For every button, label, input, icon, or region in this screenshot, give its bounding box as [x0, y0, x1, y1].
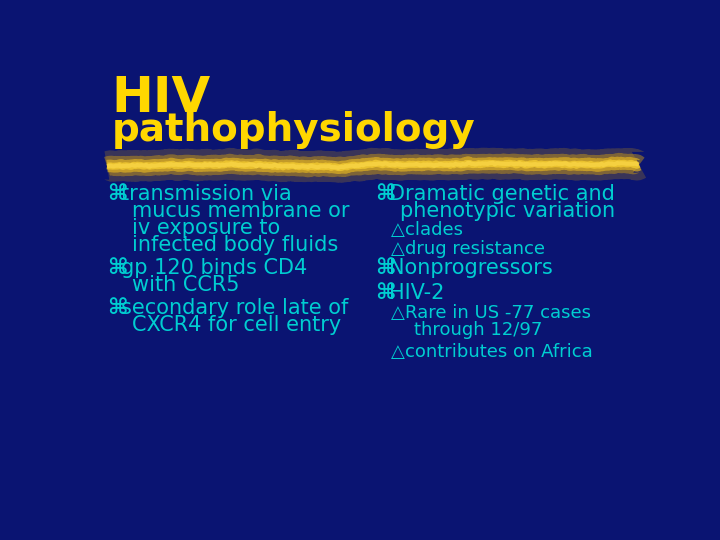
Text: transmission via: transmission via — [121, 184, 292, 204]
Text: clades: clades — [405, 221, 463, 239]
Text: △: △ — [391, 221, 405, 239]
Text: phenotypic variation: phenotypic variation — [400, 201, 615, 221]
Text: CXCR4 for cell entry: CXCR4 for cell entry — [132, 315, 341, 335]
Text: ⌘: ⌘ — [375, 258, 396, 278]
Text: with CCR5: with CCR5 — [132, 275, 239, 295]
Text: iv exposure to: iv exposure to — [132, 218, 280, 238]
Text: HIV-2: HIV-2 — [389, 283, 444, 303]
Text: ⌘: ⌘ — [375, 283, 396, 303]
Text: mucus membrane or: mucus membrane or — [132, 201, 349, 221]
Text: △: △ — [391, 343, 405, 361]
Text: Rare in US -77 cases: Rare in US -77 cases — [405, 304, 590, 322]
Text: infected body fluids: infected body fluids — [132, 235, 338, 255]
Text: Dramatic genetic and: Dramatic genetic and — [389, 184, 615, 204]
Text: secondary role late of: secondary role late of — [121, 298, 348, 318]
Text: △: △ — [391, 240, 405, 258]
Text: pathophysiology: pathophysiology — [112, 111, 475, 149]
Text: ⌘: ⌘ — [107, 258, 127, 278]
Text: contributes on Africa: contributes on Africa — [405, 343, 593, 361]
Text: HIV: HIV — [112, 74, 211, 122]
Text: ⌘: ⌘ — [107, 298, 127, 318]
Text: through 12/97: through 12/97 — [414, 321, 542, 339]
Text: ⌘: ⌘ — [107, 184, 127, 204]
Text: drug resistance: drug resistance — [405, 240, 544, 258]
Text: ⌘: ⌘ — [375, 184, 396, 204]
Text: △: △ — [391, 304, 405, 322]
Text: gp 120 binds CD4: gp 120 binds CD4 — [121, 258, 307, 278]
Text: Nonprogressors: Nonprogressors — [389, 258, 553, 278]
